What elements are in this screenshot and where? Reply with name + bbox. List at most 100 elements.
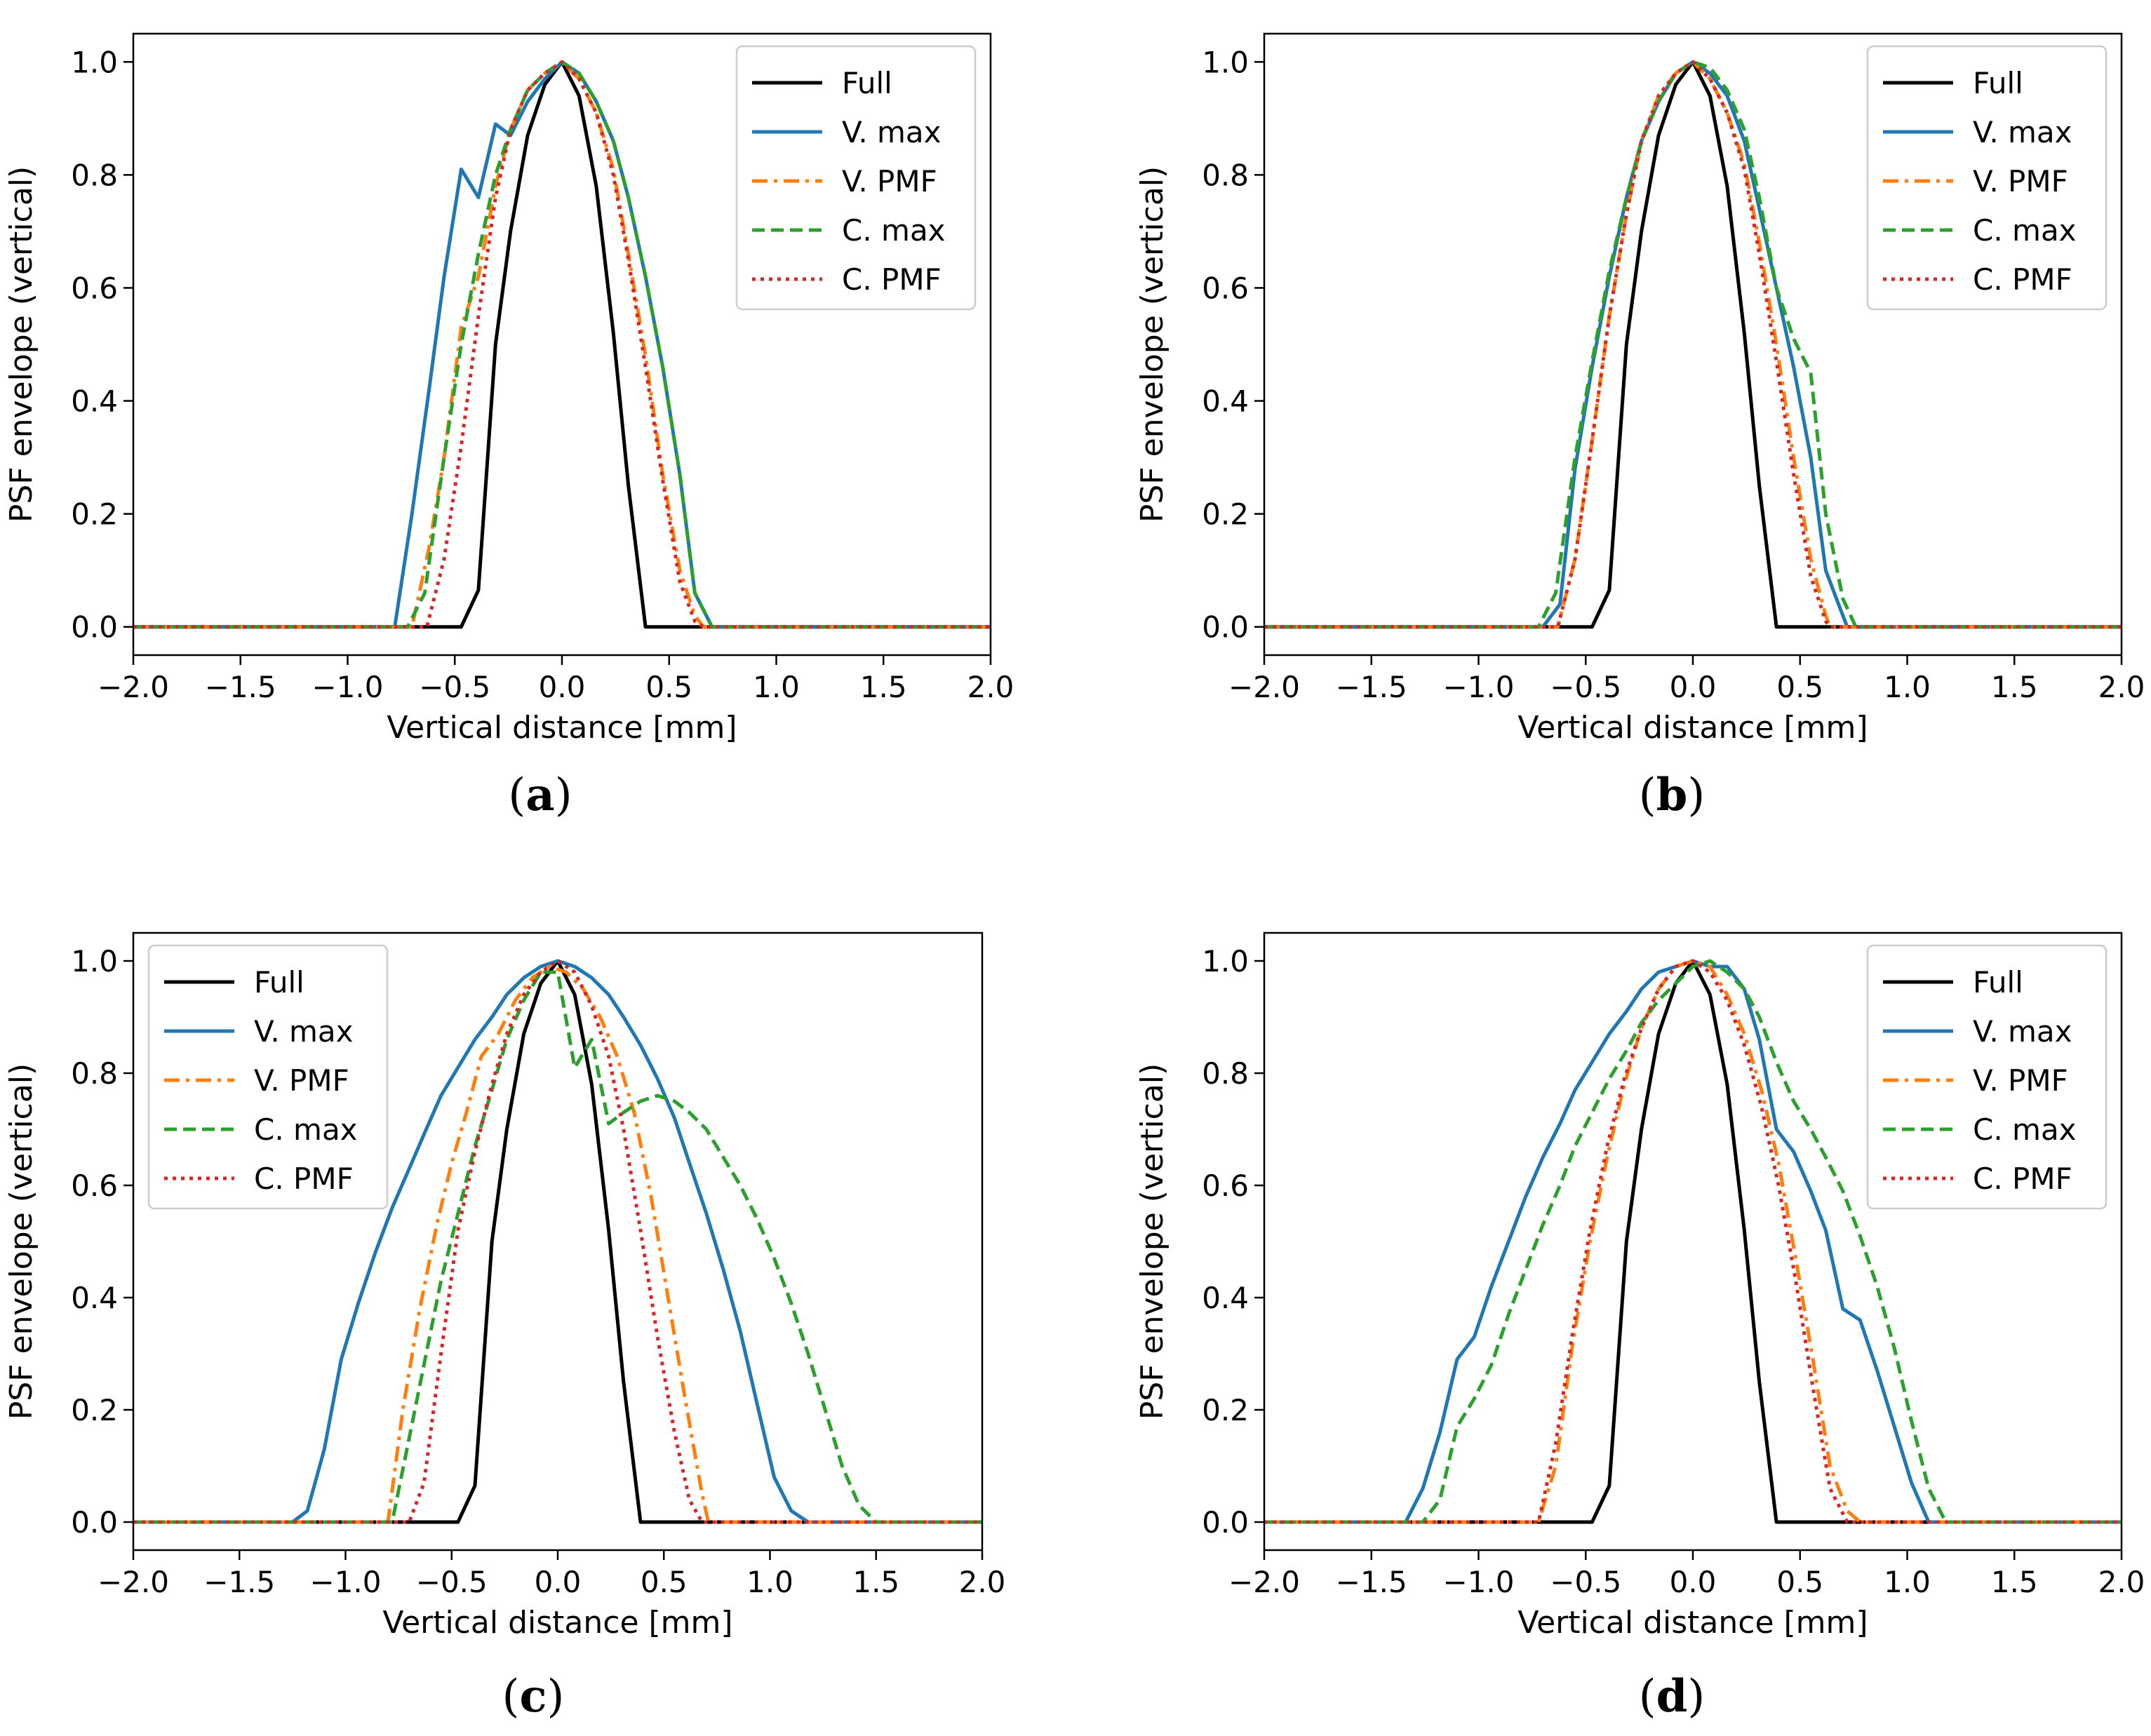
- y-tick-label: 0.4: [71, 384, 118, 419]
- y-tick-label: 1.0: [71, 944, 118, 978]
- y-tick-label: 0.0: [1202, 610, 1249, 645]
- legend-box: [1866, 45, 2108, 311]
- y-tick-label: 0.6: [1202, 271, 1249, 305]
- series-line-full: [1264, 959, 2122, 1524]
- x-tick-label: −0.5: [416, 1565, 488, 1599]
- legend-label: C. max: [842, 213, 946, 248]
- legend-label: V. max: [1973, 1014, 2072, 1049]
- x-tick-label: −0.5: [1550, 670, 1621, 704]
- y-tick-label: 0.0: [71, 610, 118, 645]
- series-line-c-pmf: [1264, 959, 2122, 1524]
- legend-label: V. max: [1973, 115, 2072, 149]
- series-group: [133, 60, 991, 629]
- legend-label: C. PMF: [254, 1162, 354, 1196]
- x-tick-label: −2.0: [1228, 1565, 1300, 1599]
- y-tick-label: 0.6: [1202, 1169, 1249, 1203]
- panel-b: −2.0 −1.5 −1.0 −0.5 0.0 0.5 1.0 1.5 2.0 0.0 0.2 0.4…: [1134, 32, 2145, 821]
- x-tick-label: 2.0: [959, 1565, 1006, 1599]
- y-tick-label: 0.6: [71, 1169, 118, 1203]
- x-axis-label: Vertical distance [mm]: [382, 1605, 732, 1641]
- panel-d: −2.0 −1.5 −1.0 −0.5 0.0 0.5 1.0 1.5 2.0 0.0 0.2 0.4…: [1134, 931, 2145, 1723]
- x-tick-label: 2.0: [967, 670, 1014, 704]
- legend: Full V. max V. PMF C. max C. PMF: [1866, 45, 2108, 311]
- x-tick-label: 2.0: [2098, 1565, 2145, 1599]
- legend-label: Full: [1973, 66, 2023, 100]
- series-line-v-max: [1264, 60, 2122, 629]
- y-tick-label: 0.4: [71, 1281, 118, 1315]
- legend-box: [1866, 944, 2108, 1210]
- y-tick-label: 0.4: [1202, 1281, 1249, 1315]
- x-tick-label: −2.0: [1228, 670, 1300, 704]
- x-tick-label: −1.5: [203, 1565, 275, 1599]
- series-line-c-max: [133, 970, 982, 1524]
- y-tick-label: 0.8: [1202, 158, 1249, 192]
- x-axis-label: Vertical distance [mm]: [1517, 710, 1868, 746]
- series-line-full: [133, 60, 991, 629]
- legend-label: V. PMF: [254, 1063, 349, 1098]
- legend-label: V. max: [254, 1014, 354, 1049]
- legend-label: Full: [254, 965, 304, 1000]
- x-tick-label: 1.5: [1991, 1565, 2038, 1599]
- y-tick-label: 1.0: [71, 45, 118, 79]
- y-axis-label: PSF envelope (vertical): [1134, 166, 1170, 523]
- y-tick-label: 0.2: [71, 497, 118, 532]
- x-tick-label: 1.0: [753, 670, 800, 704]
- x-tick-label: 0.5: [645, 670, 692, 704]
- x-tick-label: 0.0: [539, 670, 586, 704]
- series-line-c-max: [1264, 60, 2122, 629]
- legend-label: C. PMF: [1973, 262, 2072, 297]
- x-axis-label: Vertical distance [mm]: [1517, 1605, 1868, 1641]
- y-tick-label: 0.8: [71, 1056, 118, 1091]
- series-group: [1264, 60, 2122, 629]
- x-tick-label: 1.0: [746, 1565, 793, 1599]
- legend-label: C. max: [1973, 213, 2077, 248]
- x-tick-label: 1.5: [1991, 670, 2038, 704]
- legend-label: Full: [842, 66, 892, 100]
- series-line-c-pmf: [1264, 60, 2122, 629]
- x-tick-label: 0.5: [1776, 1565, 1823, 1599]
- x-tick-label: −1.5: [205, 670, 276, 704]
- panel-caption: (b): [1639, 769, 1706, 821]
- panel-caption: (c): [502, 1670, 565, 1723]
- legend-box: [147, 944, 389, 1210]
- x-tick-label: 1.0: [1884, 670, 1931, 704]
- x-tick-label: 1.0: [1884, 1565, 1931, 1599]
- series-line-v-pmf: [1264, 959, 2122, 1524]
- y-tick-label: 0.8: [1202, 1056, 1249, 1091]
- x-tick-label: 0.5: [1776, 670, 1823, 704]
- legend: Full V. max V. PMF C. max C. PMF: [1866, 944, 2108, 1210]
- series-group: [1264, 959, 2122, 1524]
- series-line-v-max: [133, 959, 982, 1524]
- series-line-v-pmf: [133, 964, 982, 1524]
- y-tick-label: 0.2: [1202, 1393, 1249, 1427]
- y-tick-label: 0.2: [71, 1393, 118, 1427]
- y-tick-label: 0.0: [71, 1505, 118, 1540]
- y-axis-label: PSF envelope (vertical): [4, 1063, 39, 1420]
- legend-label: V. PMF: [1973, 164, 2068, 199]
- legend-label: C. max: [254, 1112, 358, 1147]
- legend-label: C. PMF: [1973, 1162, 2072, 1196]
- legend-box: [735, 45, 977, 311]
- x-tick-label: 1.5: [860, 670, 907, 704]
- x-tick-label: −1.5: [1336, 1565, 1407, 1599]
- x-tick-label: 0.0: [1670, 670, 1717, 704]
- series-line-full: [1264, 60, 2122, 629]
- legend-label: C. PMF: [842, 262, 942, 297]
- legend: Full V. max V. PMF C. max C. PMF: [735, 45, 977, 311]
- y-tick-label: 0.8: [71, 158, 118, 192]
- x-tick-label: −1.0: [310, 1565, 382, 1599]
- x-tick-label: 0.5: [641, 1565, 688, 1599]
- x-tick-label: 0.0: [1670, 1565, 1717, 1599]
- y-tick-label: 0.4: [1202, 384, 1249, 419]
- series-line-c-max: [1264, 959, 2122, 1524]
- y-tick-label: 1.0: [1202, 944, 1249, 978]
- x-tick-label: −1.0: [1443, 1565, 1515, 1599]
- x-axis-label: Vertical distance [mm]: [387, 710, 737, 746]
- x-tick-label: −1.0: [1443, 670, 1515, 704]
- y-tick-label: 0.2: [1202, 497, 1249, 532]
- series-line-c-pmf: [133, 959, 982, 1524]
- legend-label: C. max: [1973, 1112, 2077, 1147]
- x-tick-label: −0.5: [419, 670, 490, 704]
- series-line-v-max: [1264, 959, 2122, 1524]
